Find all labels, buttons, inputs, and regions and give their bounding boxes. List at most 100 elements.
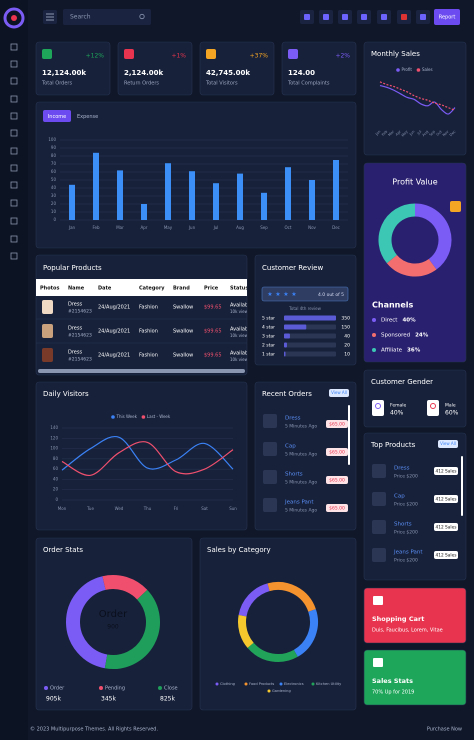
pie-segment [238,615,254,648]
tab-active[interactable] [43,110,71,122]
review-bar [284,333,290,339]
tab[interactable]: Expense [77,114,98,120]
stat-change: +37% [250,53,269,60]
nav-icon[interactable] [10,164,18,172]
promo-title: Shopping Cart [372,615,424,623]
legend-dot [44,686,48,690]
promo-icon [373,596,383,605]
item-name[interactable]: Jeans Pant [393,550,423,556]
x-tick-label: Nov [442,130,450,138]
promo-text: Duis, Faucibus, Lorem, Vitae [372,628,443,634]
cell: Available [230,303,253,309]
review-label: 5 star [262,316,275,322]
nav-icon[interactable] [10,217,18,225]
y-tick-label: 80 [53,456,59,461]
nav-icon[interactable] [10,199,18,207]
legend-dot [141,415,146,419]
item-price: $65.00 [329,422,345,428]
item-name[interactable]: Dress [285,416,301,422]
nav-icon[interactable] [10,77,18,85]
star: ★ [275,291,280,298]
nav-icon[interactable] [10,60,18,68]
cell: Swallow [173,329,193,335]
nav-icon[interactable] [10,43,18,51]
cell: Fashion [139,305,158,311]
nav-icon[interactable] [10,95,18,103]
gender-label: Male [445,403,456,409]
scrollbar[interactable] [38,369,245,373]
toolbar-icon [381,14,387,20]
item-name[interactable]: Dress [394,466,410,472]
y-tick-label: 10 [51,209,57,214]
stat-icon [288,49,298,59]
legend-dot [158,686,162,690]
card-title: Popular Products [43,264,102,272]
review-track [284,342,336,348]
footer-link[interactable]: Purchase Now [427,727,462,733]
review-label: 3 star [262,334,275,340]
item-thumb [372,520,386,534]
cell: #2154623 [68,333,92,339]
stat-value: 42,745.00k [206,69,250,77]
view-all-button[interactable] [329,389,349,397]
report-button[interactable] [434,9,460,25]
nav-icon[interactable] [10,181,18,189]
nav-icon[interactable] [10,252,18,260]
pie-segment [247,642,298,662]
nav-icon[interactable] [10,235,18,243]
y-tick-label: 80 [51,153,57,158]
scrollbar[interactable] [461,456,463,516]
nav-icon[interactable] [10,129,18,137]
product-photo [42,348,53,362]
sales-badge [434,551,458,559]
legend-dot [99,686,103,690]
item-name[interactable]: Cap [394,494,405,500]
star: ★ [291,291,296,298]
item-thumb [263,442,277,456]
view-all[interactable]: View All [331,390,347,395]
legend-label: Gardening [272,689,291,693]
table-header [36,279,247,296]
view-all-button[interactable] [438,440,458,448]
legend-label: Profit [402,67,413,72]
item-name[interactable]: Shorts [285,472,303,478]
bar [69,184,75,220]
card-title: Sales by Category [207,546,271,554]
review-label: 4 star [262,325,275,331]
cell: #2154623 [68,357,92,363]
view-all[interactable]: View All [440,441,456,446]
item-thumb [263,498,277,512]
x-tick-label: Jan [68,225,76,230]
center-label: Order [99,609,128,620]
product-photo [42,300,53,314]
nav-icon[interactable] [10,112,18,120]
item-name[interactable]: Jeans Pant [284,500,314,506]
item-name[interactable]: Cap [285,444,296,450]
pie-segment [386,254,437,277]
column-header: Name [68,286,85,292]
card-title: Top Products [370,441,416,449]
card-title: Customer Review [262,264,323,272]
card [35,101,357,249]
stat-change: +12% [86,53,105,60]
review-count: 20 [344,343,350,349]
x-tick-label: Jan [374,130,381,137]
search-input[interactable]: Search [70,14,91,21]
card [363,369,467,428]
report-text[interactable]: Report [439,15,456,21]
stat-value: 124.00 [288,69,315,77]
legend-title: Channels [372,301,414,310]
search-box[interactable] [63,9,151,25]
scrollbar[interactable] [348,405,350,465]
x-tick-label: Nov [308,225,316,230]
nav-icon[interactable] [10,147,18,155]
cell: 24/Aug/2021 [98,329,130,335]
x-tick-label: Dec [332,225,340,230]
x-tick-label: Sat [201,506,208,511]
tab[interactable]: Income [48,114,66,120]
item-name[interactable]: Shorts [394,522,412,528]
x-tick-label: Feb [381,129,389,137]
sales-badge [434,467,458,475]
legend-label: Order [50,686,65,692]
